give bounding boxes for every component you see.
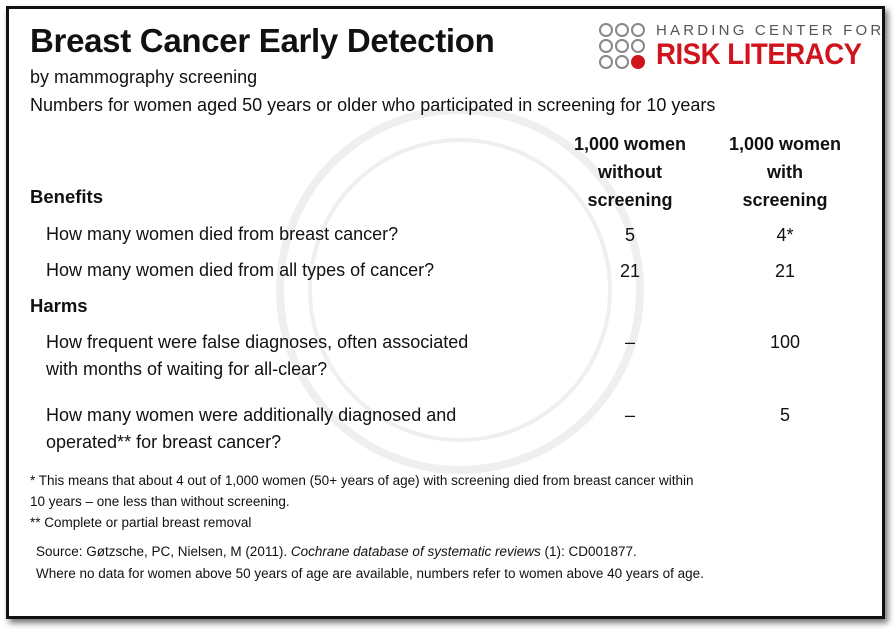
header-line: screening <box>742 190 828 210</box>
value-with: 21 <box>774 261 796 281</box>
header-line: 1,000 women <box>728 134 842 154</box>
row-question: How many women died from all types of ca… <box>46 260 435 280</box>
value-with: 100 <box>769 332 801 352</box>
value-without: 5 <box>624 225 635 245</box>
value-with: 5 <box>779 405 790 425</box>
header-line: without <box>598 162 662 182</box>
logo-dots-icon <box>599 23 645 69</box>
row-question: How many women died from breast cancer? <box>46 224 399 244</box>
section-benefits: Benefits <box>30 186 103 207</box>
header-line: 1,000 women <box>573 134 687 154</box>
question-line: with months of waiting for all-clear? <box>46 359 328 379</box>
footnote: * This means that about 4 out of 1,000 w… <box>30 473 694 488</box>
logo-line2: RISK LITERACY <box>656 38 862 71</box>
value-without: – <box>624 332 635 352</box>
source-note: Where no data for women above 50 years o… <box>36 566 704 581</box>
source-suffix: (1): CD001877. <box>540 544 637 559</box>
logo-line1: HARDING CENTER FOR <box>656 22 885 39</box>
column-header-with: 1,000 women with screening <box>700 130 870 214</box>
page-title: Breast Cancer Early Detection <box>30 22 495 59</box>
row-question: How many women were additionally diagnos… <box>46 402 456 456</box>
subtitle: by mammography screening <box>30 67 258 87</box>
row-question: How frequent were false diagnoses, often… <box>46 329 468 383</box>
header-line: with <box>767 162 803 182</box>
question-line: How frequent were false diagnoses, often… <box>46 332 469 352</box>
description: Numbers for women aged 50 years or older… <box>30 95 716 115</box>
question-line: operated** for breast cancer? <box>46 432 282 452</box>
section-harms: Harms <box>30 295 88 316</box>
footnote: ** Complete or partial breast removal <box>30 515 252 530</box>
source-journal: Cochrane database of systematic reviews <box>290 544 541 559</box>
source-citation: Source: Gøtzsche, PC, Nielsen, M (2011).… <box>36 544 637 559</box>
column-header-without: 1,000 women without screening <box>545 130 715 214</box>
watermark-profile-icon <box>276 106 644 474</box>
source-prefix: Source: Gøtzsche, PC, Nielsen, M (2011). <box>36 544 291 559</box>
value-without: – <box>624 405 635 425</box>
value-without: 21 <box>619 261 641 281</box>
footnote: 10 years – one less than without screeni… <box>30 494 290 509</box>
value-with: 4* <box>776 225 794 245</box>
infographic-frame <box>6 6 885 619</box>
question-line: How many women were additionally diagnos… <box>46 405 457 425</box>
header-line: screening <box>587 190 673 210</box>
